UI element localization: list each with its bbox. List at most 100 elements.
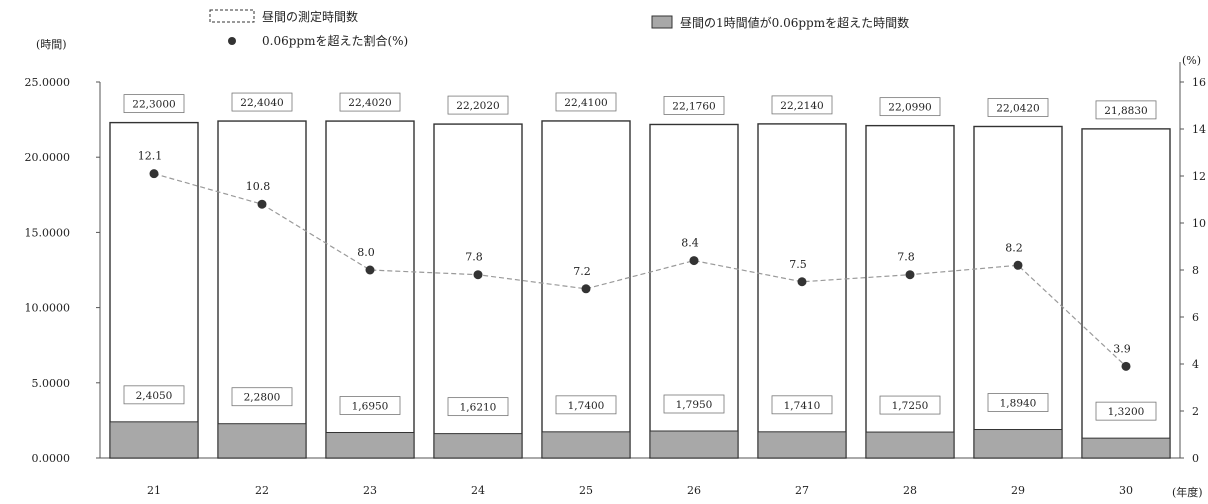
- right-tick-label: 14: [1192, 123, 1206, 136]
- right-tick-label: 8: [1192, 264, 1199, 277]
- legend-swatch-exceed: [651, 15, 673, 29]
- bar-total-label: 22,0990: [888, 102, 931, 114]
- left-tick-label: 5.0000: [32, 377, 71, 390]
- ratio-point-label: 7.8: [465, 251, 483, 264]
- bar-exceed: [757, 431, 847, 459]
- bar-total-label-box: [555, 92, 617, 112]
- bar-total-label-box: [987, 98, 1049, 117]
- legend: 昼間の測定時間数 0.06ppmを超えた割合(%) 昼間の1時間値が0.06pp…: [209, 9, 909, 48]
- bars: 22,3000 2,4050 22,4040 2,2800 22,4020 1,6950 2…: [109, 92, 1171, 459]
- right-tick-label: 12: [1192, 170, 1206, 183]
- bar-total-label: 22,4040: [240, 97, 283, 109]
- bar-exceed-label-box: [447, 397, 509, 417]
- bar-exceed-label: 1,6950: [352, 401, 389, 413]
- x-tick-label: 24: [471, 484, 485, 497]
- x-axis-ticks: 21 22 23 24 25 26 27 28 29 30: [147, 484, 1133, 497]
- bar-exceed: [865, 431, 955, 459]
- bar-exceed: [541, 431, 631, 459]
- x-tick-label: 22: [255, 484, 269, 497]
- ratio-point-label: 12.1: [138, 150, 163, 163]
- bar-total-label-box: [231, 92, 293, 112]
- ratio-point: [149, 169, 159, 179]
- ratio-point-label: 8.2: [1005, 241, 1023, 254]
- ratio-line: 12.1 10.8 8.0 7.8 7.2 8.4 7.5 7.8 8.2 3.9: [138, 150, 1131, 371]
- bar-total-label: 22,3000: [132, 99, 175, 111]
- ratio-point-label: 7.2: [573, 265, 591, 278]
- legend-exceed-label: 昼間の1時間値が0.06ppmを超えた時間数: [680, 15, 909, 30]
- ratio-point: [1121, 361, 1131, 371]
- bar-total-label: 21,8830: [1104, 105, 1147, 117]
- right-axis-unit: (%): [1182, 54, 1201, 67]
- left-axis-unit: (時間): [36, 38, 67, 51]
- ratio-point-label: 7.5: [789, 258, 807, 271]
- x-tick-label: 23: [363, 484, 377, 497]
- right-tick-label: 6: [1192, 311, 1199, 324]
- bar-total-label-box: [1095, 100, 1157, 120]
- ratio-point: [905, 270, 915, 280]
- x-tick-label: 29: [1011, 484, 1025, 497]
- bar-exceed: [433, 433, 523, 459]
- right-tick-label: 16: [1192, 76, 1206, 89]
- ratio-point: [365, 265, 375, 275]
- ratio-point: [797, 277, 807, 287]
- x-tick-label: 28: [903, 484, 917, 497]
- x-tick-label: 25: [579, 484, 593, 497]
- bar-exceed-label-box: [339, 396, 401, 415]
- ratio-point-label: 10.8: [246, 180, 271, 193]
- bar-total-label: 22,0420: [996, 102, 1039, 114]
- right-tick-label: 10: [1192, 217, 1206, 230]
- bar-exceed-label: 2,4050: [136, 390, 173, 402]
- bar-total-label: 22,4100: [564, 97, 607, 109]
- bar-exceed-label-box: [879, 395, 941, 415]
- bar-exceed-label-box: [663, 394, 725, 414]
- bar-exceed: [217, 423, 307, 459]
- bar-total: [217, 120, 307, 459]
- bar-exceed: [325, 432, 415, 459]
- left-axis-ticks: 0.0000 5.0000 10.0000 15.0000 20.0000 25.0000: [25, 76, 100, 465]
- bar-exceed-label-box: [987, 393, 1049, 412]
- x-tick-label: 26: [687, 484, 701, 497]
- bar-exceed-label: 1,8940: [1000, 398, 1037, 410]
- ratio-point-label: 8.4: [681, 237, 699, 250]
- bar-exceed-label-box: [123, 385, 185, 405]
- legend-swatch-total: [209, 9, 255, 23]
- bar-total-label-box: [339, 92, 401, 112]
- left-tick-label: 10.0000: [25, 302, 71, 315]
- left-tick-label: 0.0000: [32, 452, 71, 465]
- bar-total-label-box: [663, 96, 725, 115]
- left-tick-label: 25.0000: [25, 76, 71, 89]
- bar-exceed-label: 2,2800: [244, 392, 281, 404]
- ratio-point-label: 7.8: [897, 251, 915, 264]
- bar-total-label: 22,4020: [348, 97, 391, 109]
- bar-exceed-label: 1,7950: [676, 399, 713, 411]
- bar-total-label-box: [447, 95, 509, 115]
- right-tick-label: 0: [1192, 452, 1199, 465]
- bar-exceed: [973, 429, 1063, 459]
- ratio-point: [1013, 260, 1023, 270]
- ratio-point-label: 8.0: [357, 246, 375, 259]
- bar-exceed: [1081, 437, 1171, 459]
- legend-total-label: 昼間の測定時間数: [262, 9, 358, 24]
- bar-total-label: 22,1760: [672, 100, 715, 112]
- bar-exceed-label: 1,7250: [892, 400, 929, 412]
- ratio-point: [473, 270, 483, 280]
- legend-ratio-label: 0.06ppmを超えた割合(%): [262, 33, 408, 48]
- bar-exceed-label-box: [555, 395, 617, 415]
- x-tick-label: 27: [795, 484, 809, 497]
- bar-exceed-label: 1,3200: [1108, 406, 1145, 418]
- x-tick-label: 21: [147, 484, 161, 497]
- legend-marker-ratio: [228, 37, 236, 45]
- right-axis-ticks: 0 2 4 6 8 10 12 14 16: [1180, 76, 1206, 465]
- bar-exceed-label-box: [231, 387, 293, 407]
- bar-exceed: [109, 421, 199, 459]
- bar-total-label-box: [879, 97, 941, 117]
- x-axis-unit: (年度): [1172, 485, 1203, 499]
- bar-total-label-box: [123, 94, 185, 114]
- left-tick-label: 15.0000: [25, 226, 71, 239]
- bar-exceed: [649, 430, 739, 459]
- ratio-point: [581, 284, 591, 294]
- bar-exceed-label-box: [1095, 401, 1157, 421]
- bar-exceed-label: 1,7410: [784, 400, 821, 412]
- ratio-point-label: 3.9: [1113, 342, 1131, 355]
